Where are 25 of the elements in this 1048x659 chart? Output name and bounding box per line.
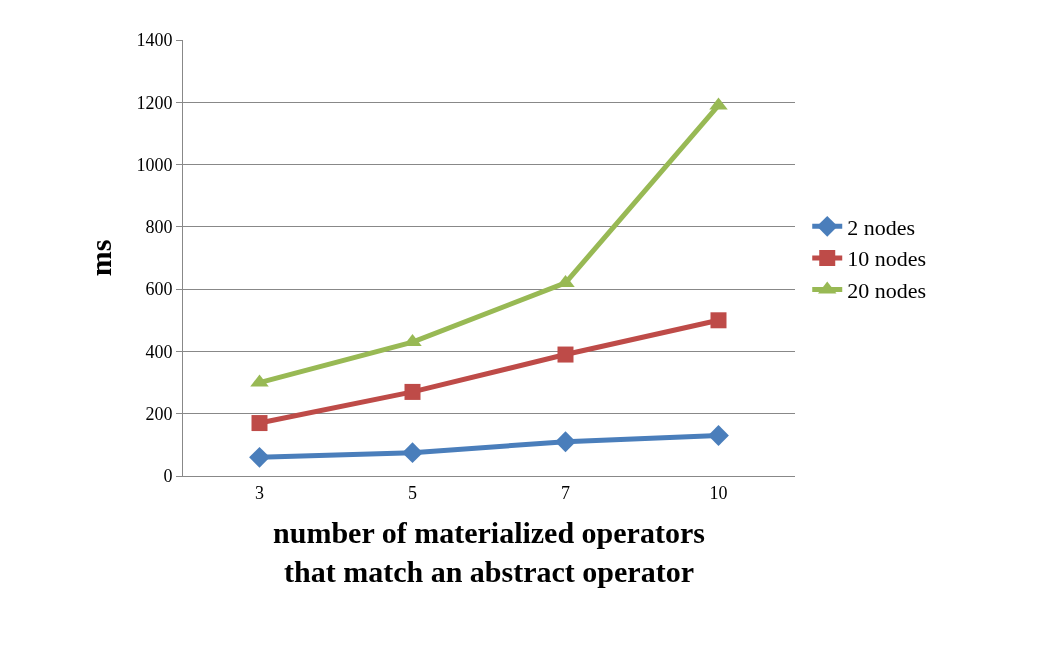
y-tick-label: 400	[145, 341, 173, 362]
point	[404, 383, 421, 400]
y-tick-label: 200	[145, 404, 173, 425]
x-axis-title: number of materialized operators that match an abstract operator	[273, 516, 705, 589]
y-axis-title: ms	[84, 239, 118, 277]
y-tick-label: 0	[163, 466, 173, 487]
x-tick-label: 3	[255, 482, 264, 503]
y-tick-label: 800	[145, 217, 173, 238]
point	[249, 446, 270, 468]
point	[251, 415, 268, 432]
y-tick-label: 1400	[136, 30, 173, 51]
point	[555, 431, 576, 453]
legend-label: 10 nodes	[847, 246, 927, 272]
x-tick-label: 10	[709, 482, 728, 503]
x-tick-label: 7	[561, 482, 570, 503]
y-tick-label: 600	[145, 279, 173, 300]
point	[708, 425, 729, 446]
y-tick-label: 1200	[136, 92, 173, 113]
point	[710, 312, 727, 329]
point	[402, 442, 423, 464]
point	[557, 346, 574, 363]
legend-label: 2 nodes	[847, 214, 916, 240]
x-tick-label: 5	[408, 482, 417, 503]
y-tick-label: 1000	[136, 154, 173, 175]
legend-label: 20 nodes	[847, 278, 927, 304]
